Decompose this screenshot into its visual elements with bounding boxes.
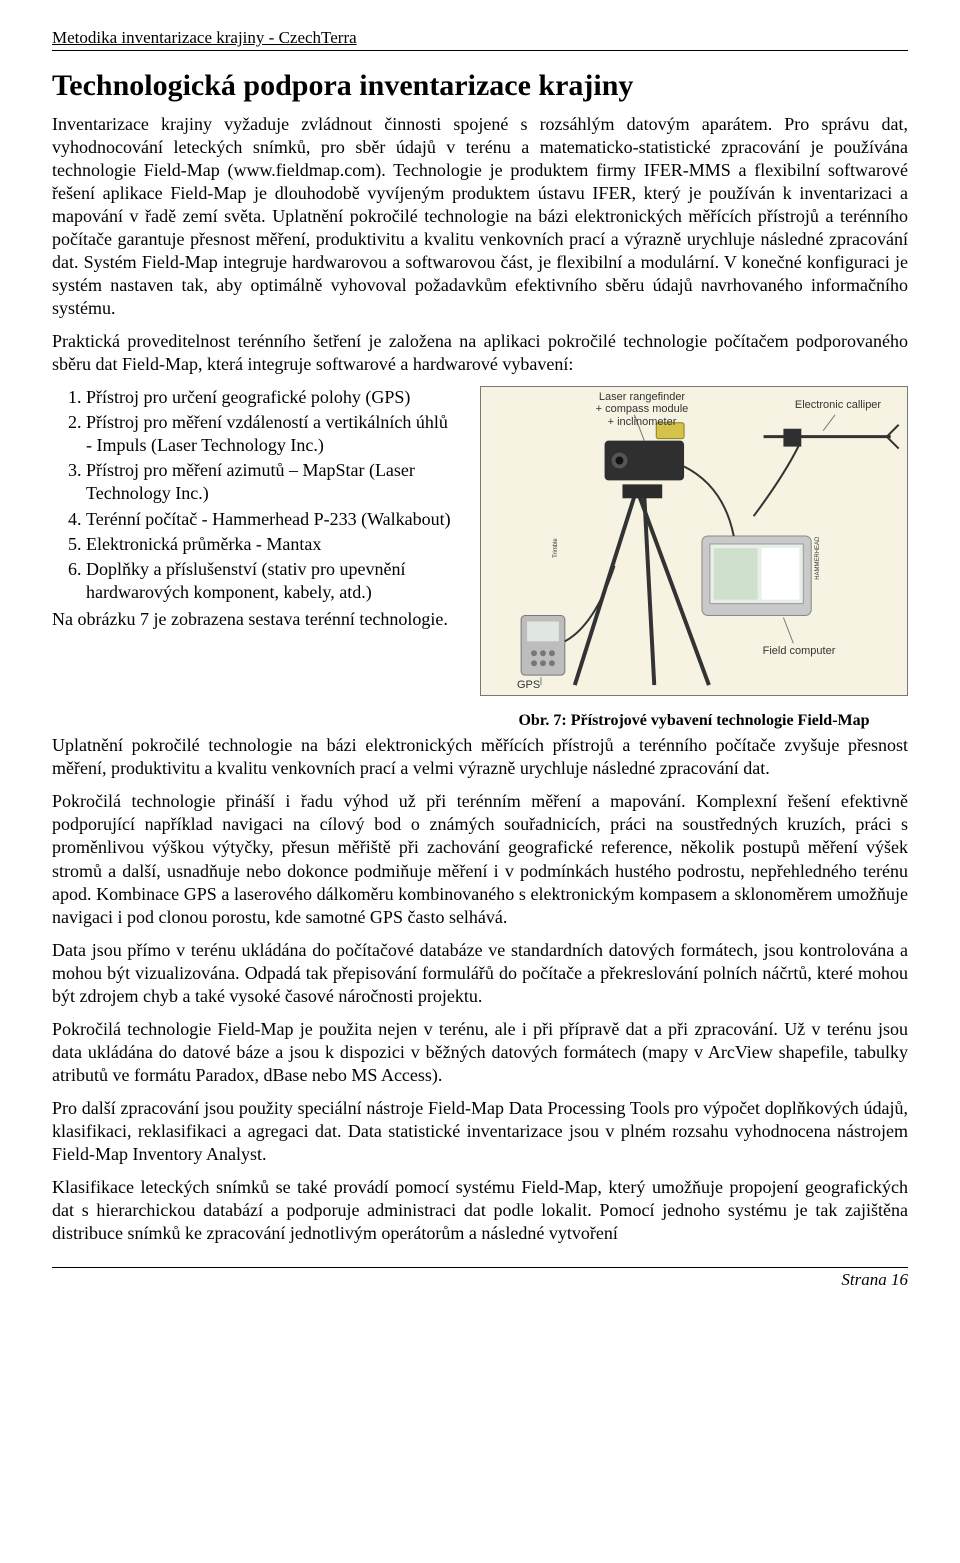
- figure-caption: Obr. 7: Přístrojové vybavení technologie…: [480, 712, 908, 730]
- running-title: Metodika inventarizace krajiny - CzechTe…: [52, 28, 357, 47]
- paragraph-4: Pokročilá technologie přináší i řadu výh…: [52, 790, 908, 928]
- paragraph-intro: Inventarizace krajiny vyžaduje zvládnout…: [52, 113, 908, 320]
- figure-label-laser: Laser rangefinder+ compass module+ incli…: [577, 391, 707, 427]
- figure-label-computer: Field computer: [749, 645, 849, 657]
- figure-label-gps: GPS: [517, 679, 540, 691]
- paragraph-7: Pro další zpracování jsou použity speciá…: [52, 1097, 908, 1166]
- figure-label-calliper: Electronic calliper: [783, 399, 893, 411]
- paragraph-lead-in: Praktická proveditelnost terénního šetře…: [52, 330, 908, 376]
- right-column: HAMMERHEAD Trimble: [480, 386, 908, 730]
- list-item: Doplňky a příslušenství (stativ pro upev…: [86, 558, 462, 604]
- two-column-section: Přístroj pro určení geografické polohy (…: [52, 386, 908, 730]
- paragraph-6: Pokročilá technologie Field-Map je použi…: [52, 1018, 908, 1087]
- paragraph-5: Data jsou přímo v terénu ukládána do poč…: [52, 939, 908, 1008]
- list-item: Přístroj pro měření azimutů – MapStar (L…: [86, 459, 462, 505]
- list-item: Elektronická průměrka - Mantax: [86, 533, 462, 556]
- paragraph-3: Uplatnění pokročilé technologie na bázi …: [52, 734, 908, 780]
- document-page: Metodika inventarizace krajiny - CzechTe…: [0, 0, 960, 1314]
- paragraph-8: Klasifikace leteckých snímků se také pro…: [52, 1176, 908, 1245]
- equipment-figure: HAMMERHEAD Trimble: [480, 386, 908, 696]
- svg-text:HAMMERHEAD: HAMMERHEAD: [815, 536, 821, 580]
- page-header: Metodika inventarizace krajiny - CzechTe…: [52, 28, 908, 51]
- list-item: Přístroj pro měření vzdáleností a vertik…: [86, 411, 462, 457]
- device-list: Přístroj pro určení geografické polohy (…: [52, 386, 462, 603]
- paragraph-after-list: Na obrázku 7 je zobrazena sestava terénn…: [52, 608, 462, 631]
- page-footer: Strana 16: [52, 1267, 908, 1290]
- list-item: Přístroj pro určení geografické polohy (…: [86, 386, 462, 409]
- svg-text:Trimble: Trimble: [553, 538, 559, 558]
- list-item: Terénní počítač - Hammerhead P-233 (Walk…: [86, 508, 462, 531]
- page-number: Strana 16: [841, 1270, 908, 1289]
- left-column: Přístroj pro určení geografické polohy (…: [52, 386, 462, 630]
- page-title: Technologická podpora inventarizace kraj…: [52, 69, 908, 103]
